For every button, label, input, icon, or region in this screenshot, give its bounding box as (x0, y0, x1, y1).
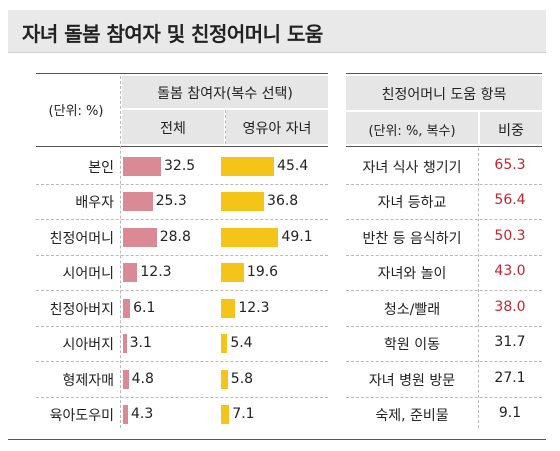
help-item-value: 9.1 (498, 405, 522, 422)
category-label: 육아도우미 (49, 408, 114, 425)
right-header-bg (346, 76, 542, 110)
row-divider (36, 396, 328, 398)
bar-infant (221, 192, 265, 212)
category-label: 배우자 (75, 195, 114, 212)
value-label-all: 4.3 (131, 406, 154, 423)
bar-infant (221, 263, 244, 283)
help-item-label: 학원 이동 (384, 337, 440, 354)
category-label: 시아버지 (62, 337, 114, 354)
bar-infant (221, 156, 275, 176)
row-divider (36, 325, 328, 327)
bar-all (123, 263, 138, 283)
value-label-all: 25.3 (155, 193, 187, 210)
help-item-value: 65.3 (494, 156, 526, 173)
left-col-divider (120, 76, 121, 428)
value-label-infant: 45.4 (277, 157, 309, 174)
series-header-bg-all (122, 110, 224, 144)
value-label-infant: 5.4 (230, 335, 253, 352)
row-divider (36, 290, 328, 291)
unit-label-left: (단위: %) (48, 104, 104, 119)
row-divider (346, 219, 542, 220)
series-divider (225, 110, 226, 144)
row-divider (346, 361, 542, 362)
header-rule-right (346, 146, 542, 147)
page-title: 자녀 돌봄 참여자 및 친정어머니 도움 (22, 22, 323, 46)
series-header-bg-infant (226, 110, 328, 144)
help-item-label: 숙제, 준비물 (375, 408, 449, 425)
row-divider (346, 325, 542, 327)
bar-all (123, 405, 129, 425)
bar-infant (221, 298, 236, 318)
category-label: 시어머니 (62, 266, 114, 283)
category-label: 형제자매 (62, 372, 114, 389)
right-header: 친정어머니 도움 항목 (381, 87, 507, 103)
top-rule-right (346, 73, 542, 74)
value-label-infant: 5.8 (230, 370, 254, 387)
bar-all (123, 156, 162, 176)
bar-infant (221, 405, 230, 425)
value-label-all: 6.1 (133, 299, 156, 316)
row-divider (346, 396, 542, 398)
unit-label-right: (단위: %, 복수) (368, 124, 456, 139)
help-item-label: 자녀 식사 챙기기 (362, 159, 462, 176)
value-label-infant: 12.3 (238, 299, 270, 316)
value-label-all: 12.3 (140, 264, 172, 281)
value-label-all: 32.5 (164, 157, 196, 174)
bar-all (123, 334, 127, 354)
help-item-label: 반찬 등 음식하기 (362, 230, 462, 247)
help-item-value: 50.3 (494, 227, 526, 244)
right-col-divider (478, 148, 479, 428)
bar-infant (221, 227, 279, 247)
bar-all (123, 298, 131, 318)
row-divider (36, 361, 328, 362)
row-divider (36, 254, 328, 256)
help-item-value: 38.0 (494, 298, 526, 315)
bar-infant (221, 334, 228, 354)
row-divider (346, 254, 542, 256)
row-divider (36, 219, 328, 220)
value-label-all: 28.8 (159, 228, 191, 245)
help-item-value: 31.7 (494, 334, 526, 351)
help-item-value: 27.1 (494, 369, 526, 386)
value-label-infant: 36.8 (267, 193, 299, 210)
value-label-all: 4.8 (131, 370, 154, 387)
help-item-label: 자녀와 놀이 (377, 266, 447, 283)
series-header-all: 전체 (160, 121, 186, 137)
row-divider (36, 183, 328, 185)
bar-infant (221, 369, 228, 389)
value-header: 비중 (498, 123, 524, 139)
help-item-label: 청소/빨래 (383, 301, 441, 318)
help-item-label: 자녀 병원 방문 (368, 372, 456, 389)
help-item-label: 자녀 등하교 (377, 195, 447, 212)
bar-all (123, 369, 129, 389)
help-item-value: 56.4 (494, 192, 526, 209)
bar-all (123, 192, 153, 212)
help-item-value: 43.0 (494, 263, 526, 280)
header-rule-left (36, 146, 328, 147)
value-header-bg (480, 112, 542, 144)
title-bar: 자녀 돌봄 참여자 및 친정어머니 도움 (8, 10, 546, 53)
row-divider (346, 183, 542, 185)
value-label-all: 3.1 (129, 335, 152, 352)
value-label-infant: 7.1 (232, 406, 255, 423)
group-header-bg (122, 76, 328, 108)
category-label: 본인 (88, 159, 114, 176)
top-rule-left (36, 73, 328, 74)
category-label: 친정어머니 (49, 230, 114, 247)
row-divider (346, 290, 542, 291)
bar-all (123, 227, 157, 247)
unit-header-bg (346, 112, 478, 144)
value-label-infant: 19.6 (246, 264, 279, 281)
category-label: 친정아버지 (49, 301, 114, 318)
series-header-infant: 영유아 자녀 (242, 121, 312, 137)
bottom-rule (8, 439, 546, 440)
group-header: 돌봄 참여자(복수 선택) (157, 86, 293, 102)
value-label-infant: 49.1 (281, 228, 313, 245)
